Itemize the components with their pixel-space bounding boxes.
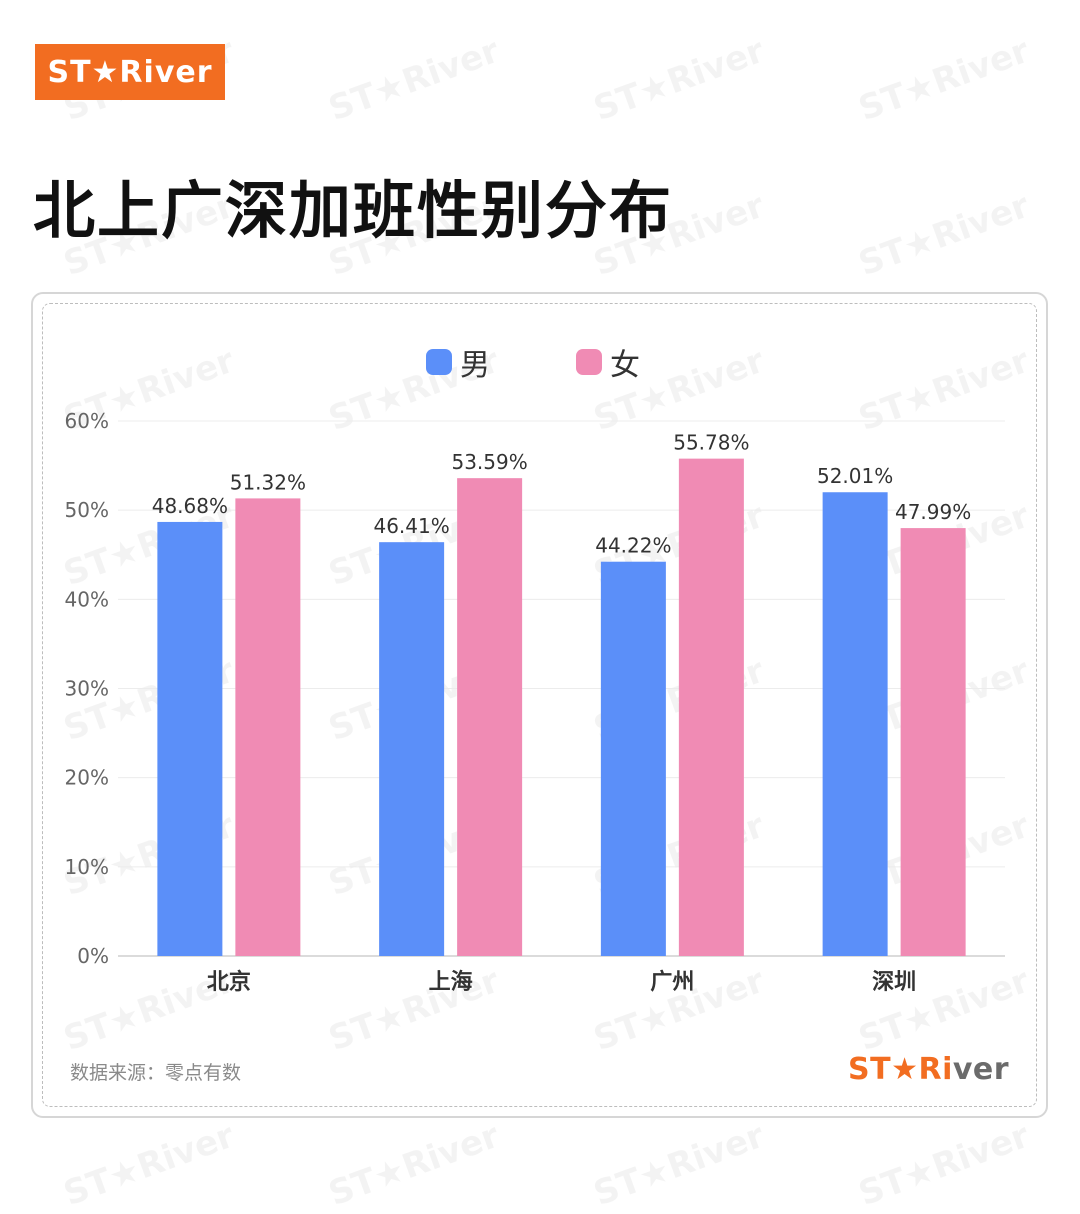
x-tick-label: 上海 xyxy=(429,969,473,995)
y-tick-label: 50% xyxy=(65,498,109,522)
bar-chart: 0% 10% 20% 30% 40% 50% 60% 48.68%51.32% 北京 46.41%… xyxy=(65,409,1005,995)
data-label: 55.78% xyxy=(673,431,749,455)
data-label: 44.22% xyxy=(595,534,671,558)
watermark-logo: ST★River xyxy=(324,1116,505,1214)
y-tick-label: 60% xyxy=(65,409,109,433)
footer-logo-main: ST★Ri xyxy=(848,1052,953,1087)
legend-label-male: 男 xyxy=(460,348,490,383)
bar-male xyxy=(600,561,666,956)
data-label: 51.32% xyxy=(230,470,306,494)
watermark-logo: ST★River xyxy=(59,1116,240,1214)
data-label: 47.99% xyxy=(895,500,971,524)
data-label: 46.41% xyxy=(373,514,449,538)
bar-female xyxy=(457,478,523,956)
bar-female xyxy=(235,498,301,956)
y-tick-label: 20% xyxy=(65,766,109,790)
y-tick-label: 0% xyxy=(77,944,109,968)
bar-female xyxy=(678,458,744,956)
page-title: 北上广深加班性别分布 xyxy=(33,174,674,247)
y-tick-label: 10% xyxy=(65,855,109,879)
legend-item-female[interactable]: 女 xyxy=(576,340,640,384)
bar-male xyxy=(157,521,223,956)
bar-male xyxy=(379,542,445,956)
legend-item-male[interactable]: 男 xyxy=(426,340,490,384)
data-label: 48.68% xyxy=(152,494,228,518)
brand-logo: ST★River xyxy=(35,44,225,100)
watermark-logo: ST★River xyxy=(589,1116,770,1214)
brand-logo-text: ST★River xyxy=(47,54,213,90)
data-source-note: 数据来源：零点有数 xyxy=(70,1062,242,1084)
footer-logo-tail: ver xyxy=(952,1052,1010,1087)
y-tick-label: 40% xyxy=(65,587,109,611)
bar-female xyxy=(900,528,966,956)
chart-card xyxy=(31,292,1048,1118)
watermark-logo: ST★River xyxy=(854,1116,1035,1214)
legend-swatch-male xyxy=(426,349,452,375)
chart-legend: 男 女 xyxy=(0,340,1080,384)
x-tick-label: 北京 xyxy=(207,969,251,995)
data-label: 52.01% xyxy=(817,464,893,488)
chart-card-inner-border xyxy=(42,303,1037,1107)
legend-label-female: 女 xyxy=(610,348,640,383)
y-tick-label: 30% xyxy=(65,677,109,701)
data-label: 53.59% xyxy=(451,450,527,474)
x-tick-label: 广州 xyxy=(650,969,694,995)
x-tick-label: 深圳 xyxy=(872,970,916,995)
bar-male xyxy=(822,492,888,956)
footer-logo: ST★River xyxy=(848,1052,1009,1087)
legend-swatch-female xyxy=(576,349,602,375)
